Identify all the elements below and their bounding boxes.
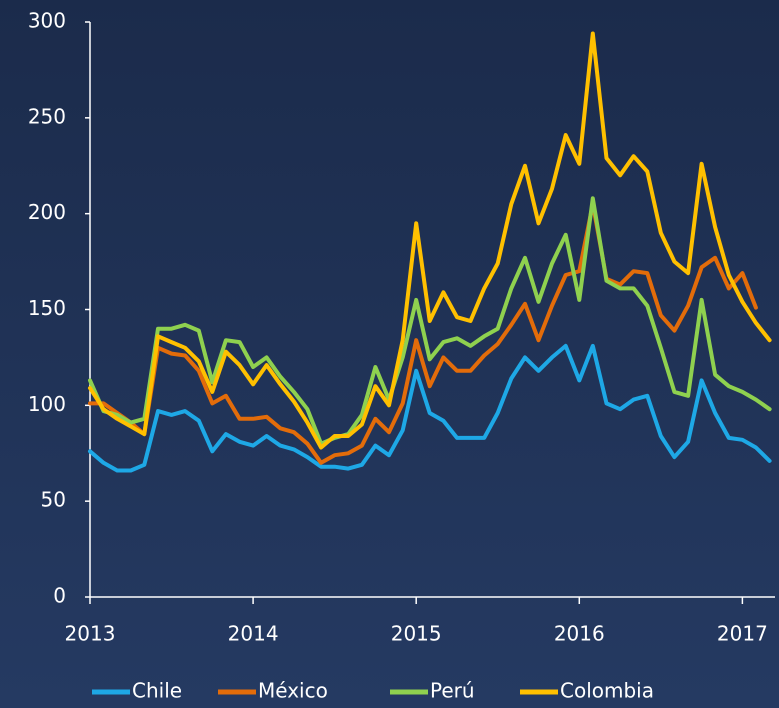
series-line (88, 343, 772, 473)
x-tick-label: 2017 (717, 622, 768, 646)
x-tick-label: 2015 (391, 622, 442, 646)
y-tick-label: 250 (28, 104, 66, 128)
y-tick-label: 0 (53, 584, 66, 608)
y-tick-label: 50 (41, 488, 66, 512)
legend-label: Chile (132, 679, 182, 703)
x-tick-label: 2013 (65, 622, 116, 646)
legend-label: Perú (430, 679, 475, 703)
y-tick-label: 150 (28, 296, 66, 320)
y-tick-label: 100 (28, 392, 66, 416)
series-line (88, 202, 758, 465)
x-tick-label: 2014 (228, 622, 279, 646)
x-tick-label: 2016 (554, 622, 605, 646)
series-line (88, 196, 772, 446)
y-tick-label: 200 (28, 200, 66, 224)
y-tick-label: 300 (28, 9, 66, 33)
series-line (88, 31, 772, 450)
legend-label: Colombia (560, 679, 654, 703)
legend-label: México (258, 679, 328, 703)
